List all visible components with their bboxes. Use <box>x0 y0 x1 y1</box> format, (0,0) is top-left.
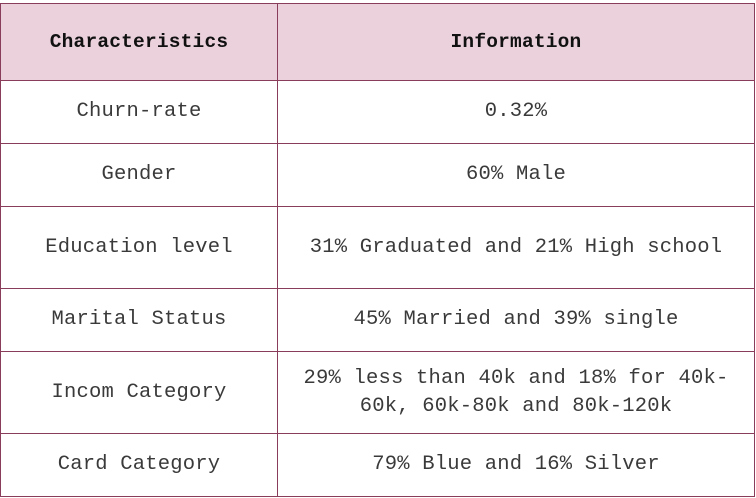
row-value: 31% Graduated and 21% High school <box>277 206 755 289</box>
table-row: Card Category 79% Blue and 16% Silver <box>0 433 755 497</box>
row-label: Incom Category <box>0 351 278 434</box>
table-header-row: Characteristics Information <box>0 3 755 81</box>
table-row: Gender 60% Male <box>0 143 755 207</box>
row-label: Education level <box>0 206 278 289</box>
characteristics-table: Characteristics Information Churn-rate 0… <box>0 3 755 497</box>
header-information: Information <box>277 3 755 81</box>
row-label: Gender <box>0 143 278 207</box>
table-row: Incom Category 29% less than 40k and 18%… <box>0 351 755 434</box>
row-value: 29% less than 40k and 18% for 40k-60k, 6… <box>277 351 755 434</box>
row-label: Card Category <box>0 433 278 497</box>
table-row: Churn-rate 0.32% <box>0 80 755 144</box>
row-value: 45% Married and 39% single <box>277 288 755 352</box>
table-row: Marital Status 45% Married and 39% singl… <box>0 288 755 352</box>
row-value: 79% Blue and 16% Silver <box>277 433 755 497</box>
table-row: Education level 31% Graduated and 21% Hi… <box>0 206 755 289</box>
row-value: 60% Male <box>277 143 755 207</box>
row-label: Marital Status <box>0 288 278 352</box>
row-value: 0.32% <box>277 80 755 144</box>
header-characteristics: Characteristics <box>0 3 278 81</box>
row-label: Churn-rate <box>0 80 278 144</box>
